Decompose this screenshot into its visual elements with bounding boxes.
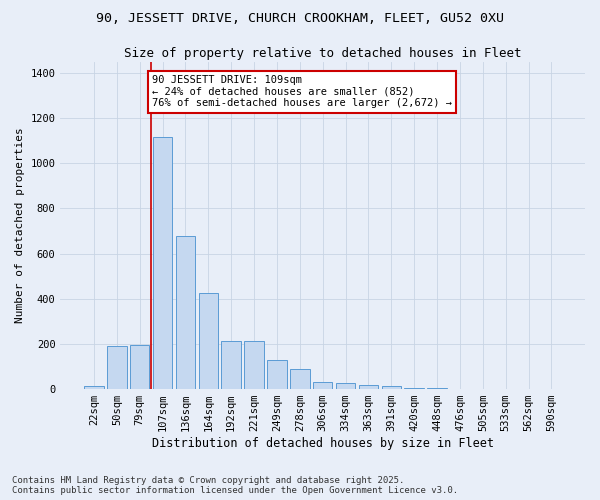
Bar	[221, 340, 241, 389]
Bar	[199, 293, 218, 389]
Text: 90 JESSETT DRIVE: 109sqm
← 24% of detached houses are smaller (852)
76% of semi-: 90 JESSETT DRIVE: 109sqm ← 24% of detach…	[152, 75, 452, 108]
Bar	[404, 388, 424, 389]
Title: Size of property relative to detached houses in Fleet: Size of property relative to detached ho…	[124, 48, 521, 60]
Bar	[130, 345, 149, 389]
Y-axis label: Number of detached properties: Number of detached properties	[15, 128, 25, 324]
Bar	[107, 346, 127, 389]
X-axis label: Distribution of detached houses by size in Fleet: Distribution of detached houses by size …	[152, 437, 494, 450]
Bar	[336, 383, 355, 389]
Bar	[267, 360, 287, 389]
Bar	[244, 340, 264, 389]
Bar	[382, 386, 401, 389]
Bar	[176, 236, 195, 389]
Text: Contains HM Land Registry data © Crown copyright and database right 2025.
Contai: Contains HM Land Registry data © Crown c…	[12, 476, 458, 495]
Bar	[359, 385, 378, 389]
Bar	[313, 382, 332, 389]
Bar	[427, 388, 447, 389]
Bar	[290, 369, 310, 389]
Bar	[153, 136, 172, 389]
Text: 90, JESSETT DRIVE, CHURCH CROOKHAM, FLEET, GU52 0XU: 90, JESSETT DRIVE, CHURCH CROOKHAM, FLEE…	[96, 12, 504, 26]
Bar	[84, 386, 104, 389]
